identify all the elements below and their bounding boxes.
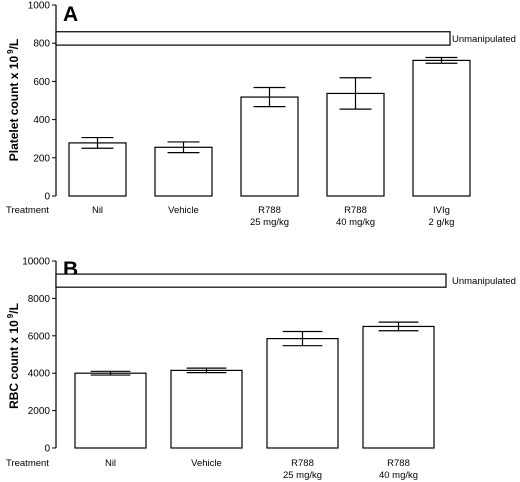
treatment-row-label: Treatment [6, 205, 49, 216]
reference-band-label: Unmanipulated [452, 34, 516, 45]
y-tick-label: 10000 [22, 257, 50, 268]
x-category-label: Vehicle [191, 458, 222, 469]
bar [74, 372, 147, 449]
bar [68, 142, 127, 197]
bar [412, 59, 471, 197]
x-category-label: R788 [344, 205, 367, 216]
y-tick-label: 0 [44, 444, 50, 455]
x-category-label: IVIg [433, 205, 450, 216]
bar [240, 96, 299, 197]
y-tick-label: 8000 [28, 294, 51, 305]
y-axis-label: RBC count x 10 9/L [6, 303, 21, 409]
y-axis-label-unit: /L [7, 303, 21, 314]
x-category-label: R788 [387, 458, 410, 469]
x-category-label: Nil [105, 458, 116, 469]
x-category-sublabel: 40 mg/kg [379, 470, 418, 481]
y-tick-label: 400 [33, 115, 50, 126]
x-category-sublabel: 40 mg/kg [336, 217, 375, 228]
y-tick-label: 4000 [28, 369, 51, 380]
x-category-sublabel: 25 mg/kg [250, 217, 289, 228]
y-axis-label-sup: 9 [6, 313, 15, 318]
y-tick-label: 0 [44, 192, 50, 203]
y-tick-label: 6000 [28, 331, 51, 342]
y-axis-label-unit: /L [7, 39, 21, 50]
bar [170, 369, 243, 449]
x-category-label: Vehicle [168, 205, 199, 216]
bar [266, 338, 339, 449]
y-axis-label: Platelet count x 10 9/L [6, 39, 21, 162]
treatment-row-label: Treatment [6, 458, 49, 469]
bar [154, 146, 213, 197]
panel-letter: A [63, 3, 78, 26]
bar [362, 325, 435, 449]
x-category-sublabel: 2 g/kg [429, 217, 455, 228]
reference-band-label: Unmanipulated [452, 276, 516, 287]
reference-band [55, 31, 451, 46]
panel-a: 0 200 400 600 800 1000 Platelet count x 10 9/L A… [6, 1, 516, 229]
y-axis-label-main: Platelet count x 10 [7, 56, 21, 162]
y-tick-label: 1000 [28, 1, 51, 12]
reference-band [55, 273, 447, 288]
y-tick-label: 800 [33, 39, 50, 50]
x-category-sublabel: 25 mg/kg [283, 470, 322, 481]
y-axis-label-main: RBC count x 10 [7, 320, 21, 409]
y-axis-label-sup: 9 [6, 49, 15, 54]
x-category-label: Nil [92, 205, 103, 216]
x-category-label: R788 [258, 205, 281, 216]
x-category-label: R788 [291, 458, 314, 469]
y-tick-label: 2000 [28, 406, 51, 417]
y-tick-label: 200 [33, 153, 50, 164]
y-tick-label: 600 [33, 77, 50, 88]
